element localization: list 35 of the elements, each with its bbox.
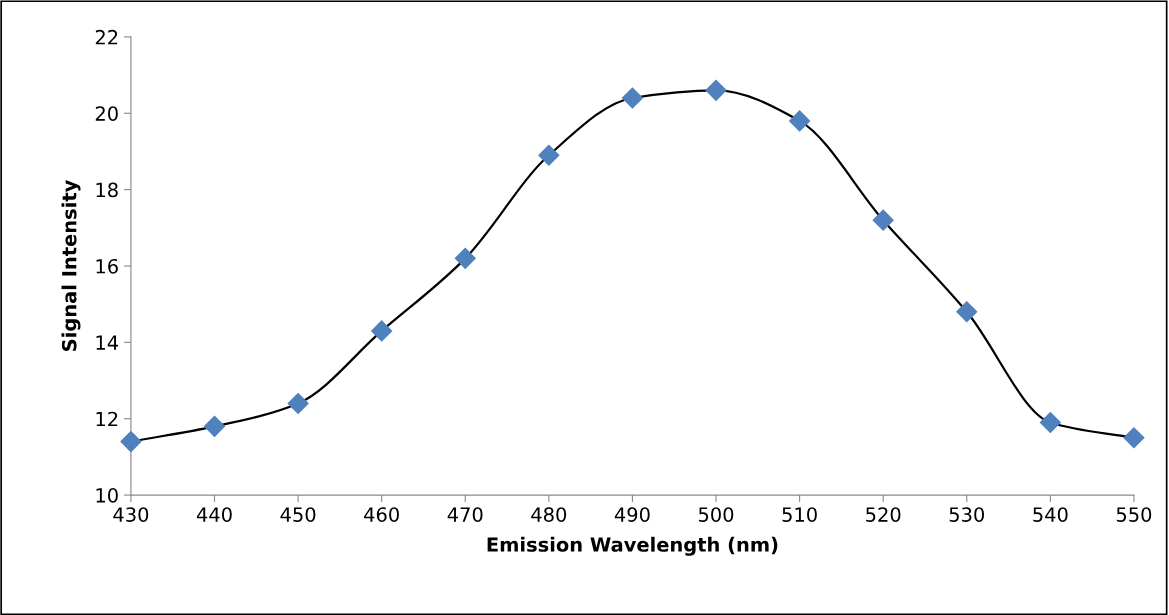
x-axis-title: Emission Wavelength (nm)	[487, 536, 778, 556]
y-axis-title: Signal Intensity	[61, 180, 81, 351]
y-tick-label: 12	[96, 411, 118, 427]
x-tick-label: 440	[196, 507, 232, 522]
point	[705, 79, 727, 101]
y-tick-label: 10	[96, 488, 118, 503]
point	[287, 392, 309, 414]
x-tick-label: 470	[447, 507, 483, 522]
x-tick-label: 480	[531, 507, 567, 522]
point	[872, 209, 894, 231]
x-tick-label: 540	[1033, 507, 1068, 522]
point	[120, 431, 142, 453]
point	[956, 301, 978, 323]
point	[203, 415, 226, 437]
point	[454, 247, 476, 269]
point	[789, 110, 811, 132]
point	[538, 144, 560, 166]
x-tick-label: 490	[614, 507, 650, 522]
x-tick-label: 430	[113, 507, 149, 522]
x-tick-label: 450	[280, 507, 316, 522]
x-tick-label: 460	[364, 507, 399, 522]
x-tick-label: 510	[782, 507, 817, 522]
x-tick-label: 550	[1116, 507, 1152, 522]
y-tick-label: 18	[96, 182, 118, 198]
y-tick-label: 20	[95, 106, 118, 121]
x-tick-label: 500	[698, 507, 734, 522]
point	[1039, 412, 1061, 434]
point	[1123, 427, 1145, 449]
point	[621, 87, 643, 109]
y-tick-label: 22	[95, 29, 118, 45]
y-tick-label: 14	[96, 335, 119, 350]
x-tick-label: 530	[949, 507, 985, 522]
y-tick-label: 16	[96, 258, 118, 274]
x-tick-label: 520	[866, 507, 901, 522]
point	[371, 320, 393, 342]
